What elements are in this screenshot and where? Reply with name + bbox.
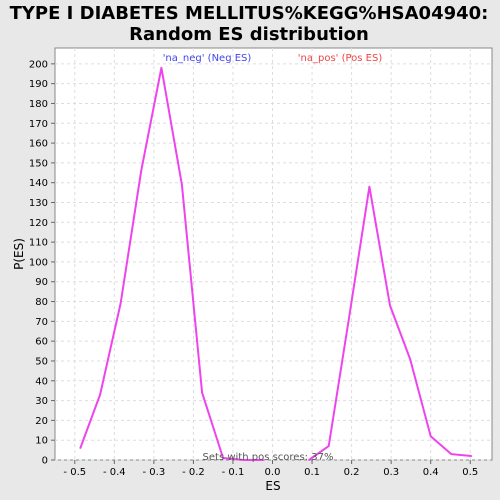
y-tick-label: 0	[42, 456, 48, 467]
x-tick-label: 0.5	[462, 467, 478, 478]
y-tick-label: 200	[29, 59, 48, 70]
y-tick-label: 140	[29, 178, 48, 189]
y-tick-label: 130	[29, 198, 48, 209]
y-tick-label: 120	[29, 218, 48, 229]
data-point	[160, 67, 163, 69]
y-tick-label: 170	[29, 119, 48, 130]
data-point	[450, 453, 453, 455]
series-line-neg	[79, 66, 264, 461]
legend: 'na_neg' (Neg ES) 'na_pos' (Pos ES)	[163, 53, 383, 64]
y-tick-label: 160	[29, 139, 48, 150]
grid	[55, 48, 492, 461]
y-tick-label: 60	[35, 337, 48, 348]
x-tick-label: - 0.2	[182, 467, 205, 478]
data-point	[308, 459, 310, 461]
y-tick-label: 110	[29, 238, 48, 249]
data-point	[409, 358, 411, 360]
y-tick-label: 20	[35, 416, 48, 427]
x-tick-label: 0.0	[265, 467, 281, 478]
x-tick-label: - 0.5	[63, 467, 86, 478]
y-tick-label: 190	[29, 79, 48, 90]
x-axis-ticks: - 0.5 - 0.4 - 0.3 - 0.2 - 0.1 0.0 0.1 0.2 0.3 0.4…	[63, 460, 478, 478]
data-point	[389, 304, 391, 307]
legend-entry-neg: 'na_neg' (Neg ES)	[163, 53, 252, 64]
series-lines	[79, 66, 473, 461]
x-tick-label: - 0.3	[143, 467, 166, 478]
data-point	[348, 318, 350, 321]
x-axis-label: ES	[265, 479, 280, 493]
y-tick-label: 100	[29, 257, 48, 268]
y-tick-label: 80	[35, 297, 48, 308]
data-point	[429, 435, 432, 438]
chart-title: TYPE I DIABETES MELLITUS%KEGG%HSA04940:R…	[10, 3, 489, 45]
x-tick-label: - 0.4	[103, 467, 126, 478]
y-tick-label: 10	[35, 436, 48, 447]
chart-title-line-1: TYPE I DIABETES MELLITUS%KEGG%HSA04940:	[10, 3, 489, 24]
y-tick-label: 90	[35, 277, 48, 288]
y-tick-label: 50	[35, 356, 48, 367]
x-tick-label: - 0.1	[222, 467, 245, 478]
y-tick-label: 70	[35, 317, 48, 328]
data-point	[368, 185, 371, 188]
y-tick-label: 40	[35, 376, 48, 387]
pos-scores-annotation: Sets with pos scores: 37%	[203, 452, 334, 463]
y-tick-label: 180	[29, 99, 48, 110]
data-point	[222, 457, 224, 459]
y-tick-label: 30	[35, 396, 48, 407]
data-point	[119, 302, 122, 305]
x-tick-label: 0.4	[423, 467, 439, 478]
data-point	[181, 183, 183, 186]
y-tick-label: 150	[29, 158, 48, 169]
x-tick-label: 0.2	[344, 467, 360, 478]
data-point	[201, 391, 203, 394]
data-point	[262, 459, 265, 461]
data-point	[140, 170, 143, 172]
plot-area	[54, 47, 493, 461]
legend-entry-pos: 'na_pos' (Pos ES)	[298, 53, 383, 64]
x-tick-label: 0.1	[304, 467, 320, 478]
data-point	[327, 445, 330, 447]
x-tick-label: 0.3	[383, 467, 399, 478]
y-axis-ticks: 0 10 20 30 40 50 60 70 80 90 100 110 120 130 140 150 160…	[29, 59, 55, 467]
y-axis-label: P(ES)	[12, 238, 26, 270]
data-point	[470, 455, 473, 457]
data-point	[242, 459, 245, 461]
chart-title-line-2: Random ES distribution	[129, 24, 369, 45]
data-point	[79, 447, 82, 449]
data-point	[99, 393, 101, 396]
